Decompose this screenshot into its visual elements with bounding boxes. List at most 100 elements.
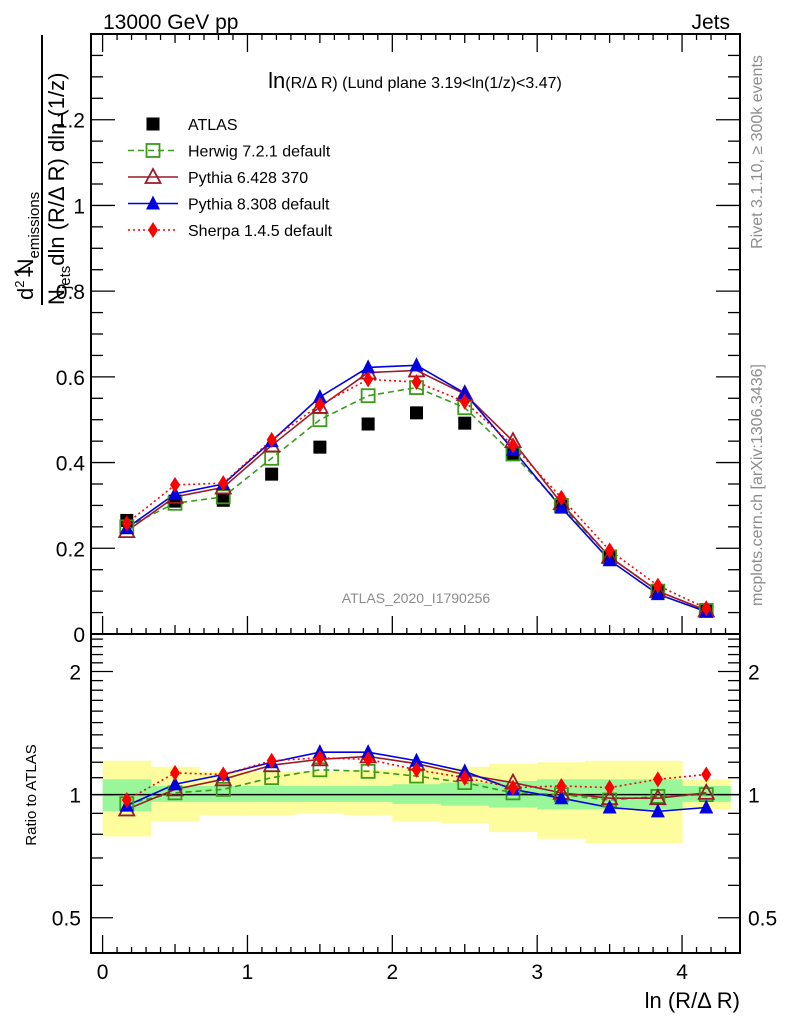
main-title: ln(R/Δ R) (Lund plane 3.19<ln(1/z)<3.47) (268, 68, 562, 93)
ratio-point-2-1 (168, 776, 183, 791)
main-point-0-6 (410, 406, 424, 420)
legend-label-3: Pythia 8.308 default (188, 197, 330, 214)
ratio-point-1-12 (697, 782, 716, 800)
main-ytick-label: 0.2 (56, 538, 85, 561)
rivet-label: Rivet 3.1.10, ≥ 300k events (749, 55, 766, 249)
main-title-prefix: ln (268, 68, 285, 93)
ylabel-denominator: Njetsdln (R/Δ R) dln (1/z) (44, 73, 74, 305)
main-point-4-9 (556, 489, 567, 506)
ratio-series-group (117, 744, 716, 818)
main-point-4-7 (459, 393, 470, 410)
header-right: Jets (691, 11, 730, 34)
main-ytick-label: 0 (73, 624, 85, 647)
mcplots-label: mcplots.cern.ch [arXiv:1306.3436] (749, 364, 766, 606)
legend-label-1: Herwig 7.2.1 default (188, 144, 331, 161)
legend-marker-2 (143, 167, 163, 184)
xtick-label: 1 (242, 961, 254, 984)
ratio-point-2-12 (699, 799, 714, 814)
main-point-3-4 (312, 389, 327, 403)
legend-label-0: ATLAS (188, 117, 238, 134)
ratio-point-3-4 (314, 749, 325, 766)
main-ylabel: 1 d2 Nemissions Njetsdln (R/Δ R) dln (1/… (10, 35, 74, 305)
main-point-3-6 (409, 357, 424, 372)
ratio-point-3-5 (363, 751, 374, 768)
ratio-point-3-9 (556, 777, 567, 794)
ylabel-one: 1 (10, 266, 35, 278)
ylabel-numerator: d2 Nemissions (12, 192, 43, 300)
ylabel-n-sub: emissions (26, 192, 43, 259)
main-ytick-label: 0.8 (56, 281, 85, 304)
main-point-3-7 (457, 385, 472, 400)
main-point-0-2 (216, 493, 230, 507)
ylabel-d: d (13, 288, 38, 300)
main-title-rest: (R/Δ R) (Lund plane 3.19<ln(1/z)<3.47) (285, 75, 562, 92)
main-ytick-label: 1.2 (56, 110, 85, 133)
legend-marker-3 (146, 195, 160, 210)
xlabel: ln (R/Δ R) (645, 988, 740, 1013)
ratio-point-3-2 (218, 766, 229, 783)
main-point-4-3 (266, 431, 277, 448)
xtick-label: 0 (97, 961, 109, 984)
main-ytick-label: 0.6 (56, 367, 85, 390)
legend-label-2: Pythia 6.428 370 (188, 170, 308, 187)
main-point-0-5 (361, 417, 375, 431)
main-point-1-5 (360, 388, 376, 404)
legend-marker-0 (146, 117, 160, 131)
ylabel-njets-sub: jets (57, 266, 74, 290)
ratio-point-3-8 (507, 779, 518, 796)
xtick-label: 2 (386, 961, 398, 984)
ratio-point-3-11 (652, 771, 663, 788)
ylabel-d-sup: 2 (12, 281, 27, 288)
ratio-point-2-10 (602, 799, 617, 814)
main-ytick-label: 0.4 (56, 453, 86, 476)
ratio-ytick-label-right: 1 (748, 785, 760, 808)
main-point-4-1 (170, 476, 181, 493)
ratio-point-3-10 (604, 779, 615, 796)
xtick-label: 3 (531, 961, 543, 984)
legend-label-4: Sherpa 1.4.5 default (188, 223, 333, 240)
ratio-frame (90, 633, 741, 954)
main-series-group (117, 357, 716, 618)
ratio-point-3-7 (459, 769, 470, 786)
ratio-point-3-0 (121, 792, 132, 809)
ylabel-njets: N (44, 289, 69, 305)
header-left: 13000 GeV pp (103, 11, 238, 34)
ratio-point-2-5 (361, 744, 376, 759)
main-point-4-2 (218, 475, 229, 492)
main-line-1 (126, 386, 707, 612)
watermark: ATLAS_2020_I1790256 (342, 590, 491, 606)
main-ytick-label: 1 (73, 195, 85, 218)
ratio-point-3-1 (170, 764, 181, 781)
xtick-label: 4 (676, 961, 688, 984)
ratio-point-3-12 (701, 766, 712, 783)
ratio-ytick-label-right: 2 (748, 661, 760, 684)
ratio-point-2-6 (409, 752, 424, 767)
main-point-4-4 (314, 396, 325, 413)
main-point-4-0 (121, 515, 132, 532)
ratio-point-3-6 (411, 761, 422, 778)
main-point-1-4 (312, 412, 328, 428)
main-point-3-9 (554, 499, 569, 514)
main-point-4-6 (411, 374, 422, 390)
main-point-0-7 (458, 416, 472, 430)
ylabel-n: N (13, 259, 38, 281)
ylabel-den-rest: dln (R/Δ R) dln (1/z) (44, 73, 69, 266)
ratio-point-2-11 (650, 803, 665, 818)
main-point-4-8 (507, 437, 518, 454)
ratio-axes: 0.5 0.5 1 1 2 2 0 1 2 3 4 (52, 633, 777, 984)
main-point-3-5 (361, 359, 376, 374)
ratio-ytick-label: 2 (69, 661, 81, 684)
main-point-0-4 (313, 440, 327, 454)
legend: ATLAS Herwig 7.2.1 default Pythia 6.428 37… (128, 117, 333, 240)
ratio-ytick-label: 1 (69, 785, 81, 808)
main-point-4-11 (652, 577, 663, 594)
ratio-ytick-label-right: 0.5 (748, 908, 777, 931)
ratio-ytick-label: 0.5 (52, 908, 81, 931)
ratio-ylabel: Ratio to ATLAS (23, 744, 40, 845)
ratio-point-2-9 (554, 790, 569, 805)
main-point-4-5 (363, 371, 374, 388)
ratio-point-0-2 (215, 781, 231, 797)
main-point-4-10 (604, 542, 615, 559)
main-point-0-3 (265, 467, 279, 481)
